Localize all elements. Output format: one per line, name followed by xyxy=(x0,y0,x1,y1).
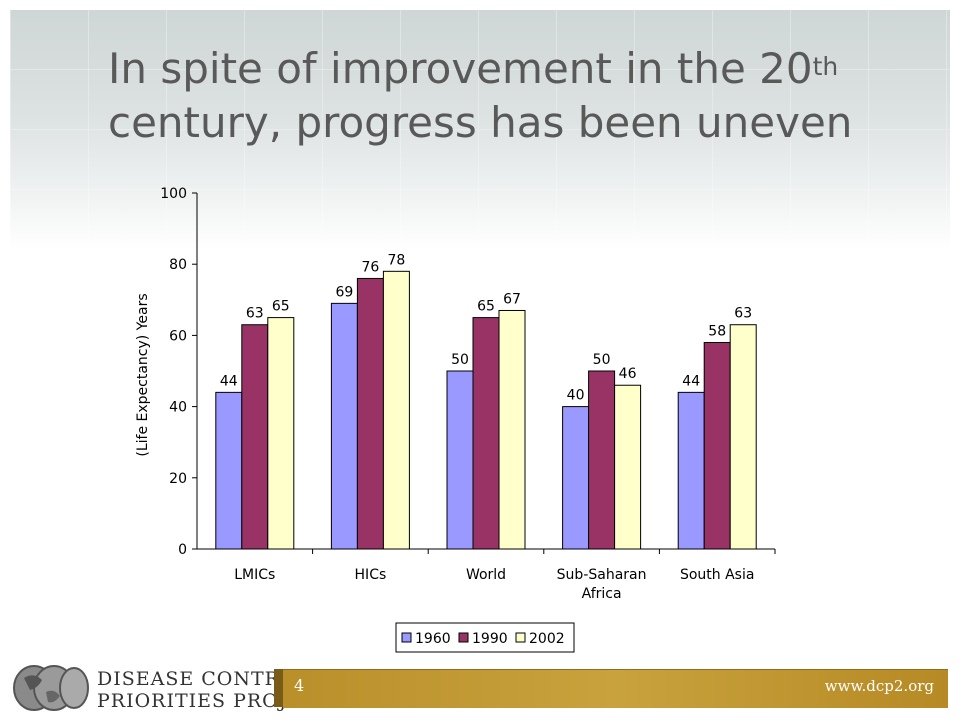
bar-2002 xyxy=(729,324,757,550)
logo-text-line1: DISEASE CONTROL xyxy=(97,668,311,690)
x-category-label: South Asia xyxy=(680,567,754,583)
legend-label-2002: 2002 xyxy=(529,631,565,647)
header-map-texture xyxy=(10,10,950,250)
bar-1960 xyxy=(562,406,590,550)
header-background xyxy=(10,10,950,250)
bar-1960 xyxy=(215,391,243,550)
data-label: 50 xyxy=(593,352,611,368)
logo-text-line2: PRIORITIES PROJECT xyxy=(97,690,332,712)
y-tick-label: 60 xyxy=(169,328,187,344)
bar-2002 xyxy=(614,384,642,550)
data-label: 50 xyxy=(451,352,469,368)
data-label: 63 xyxy=(246,306,264,322)
globe-logo-icon xyxy=(13,665,89,711)
legend-box xyxy=(395,622,575,653)
y-tick-label: 0 xyxy=(178,542,187,558)
data-label: 76 xyxy=(361,259,379,275)
data-label: 65 xyxy=(272,299,290,315)
footer-bar xyxy=(283,669,948,708)
bar-1990 xyxy=(588,370,616,550)
slide-title: In spite of improvement in the 20th centu… xyxy=(108,42,908,150)
title-text-1: In spite of improvement in the 20 xyxy=(108,44,813,93)
legend-label-1990: 1990 xyxy=(472,631,508,647)
x-category-label: Sub-Saharan xyxy=(557,567,647,583)
bar-2002 xyxy=(498,309,526,550)
footer-bar-left-accent xyxy=(274,669,283,707)
data-label: 44 xyxy=(220,373,238,389)
legend-swatch-2002 xyxy=(515,632,526,643)
y-axis-title: (Life Expectancy) Years xyxy=(135,293,151,456)
y-tick-label: 100 xyxy=(160,186,187,202)
data-label: 69 xyxy=(335,284,353,300)
bar-1960 xyxy=(330,302,358,550)
title-text-2: century, progress has been uneven xyxy=(108,98,853,147)
bar-1960 xyxy=(446,370,474,550)
y-tick-label: 80 xyxy=(169,257,187,273)
title-superscript: th xyxy=(812,52,839,81)
data-label: 58 xyxy=(708,324,726,340)
bar-1990 xyxy=(356,277,384,550)
legend-label-1960: 1960 xyxy=(415,631,451,647)
data-label: 40 xyxy=(567,388,585,404)
legend-swatch-1960 xyxy=(401,632,412,643)
x-category-label: World xyxy=(466,567,506,583)
bar-1990 xyxy=(472,317,500,550)
page-number: 4 xyxy=(294,676,305,695)
data-label: 63 xyxy=(734,306,752,322)
legend-swatch-1990 xyxy=(458,632,469,643)
x-category-label: HICs xyxy=(355,567,387,583)
website-link[interactable]: www.dcp2.org xyxy=(824,677,934,695)
data-label: 78 xyxy=(387,252,405,268)
bar-2002 xyxy=(382,270,410,550)
bar-2002 xyxy=(267,317,295,550)
y-tick-label: 20 xyxy=(169,471,187,487)
bar-1990 xyxy=(241,324,269,550)
x-category-label: Africa xyxy=(582,586,622,602)
bar-1960 xyxy=(677,391,705,550)
data-label: 65 xyxy=(477,299,495,315)
data-label: 67 xyxy=(503,291,521,307)
y-tick-label: 40 xyxy=(169,400,187,416)
data-label: 46 xyxy=(619,366,637,382)
bar-1990 xyxy=(703,342,731,550)
x-category-label: LMICs xyxy=(234,567,275,583)
data-label: 44 xyxy=(682,373,700,389)
